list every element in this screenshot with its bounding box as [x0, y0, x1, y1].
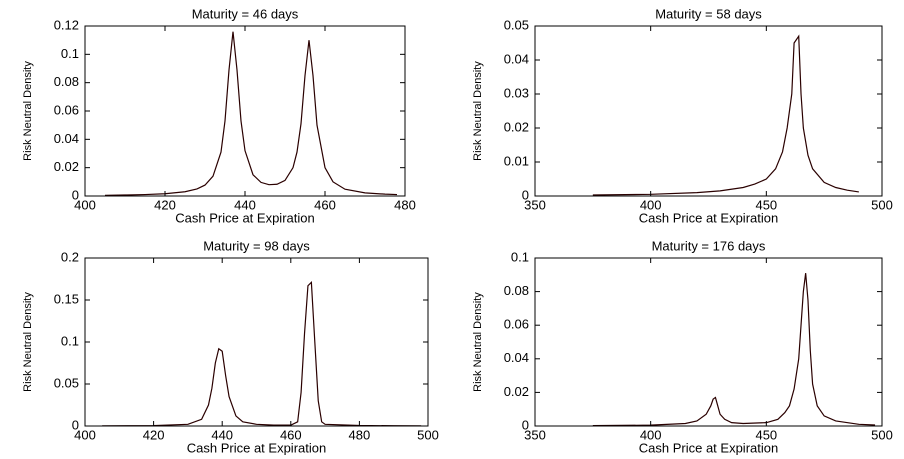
y-tick-label: 0.2: [61, 249, 79, 264]
y-tick-label: 0.12: [54, 17, 79, 32]
x-tick-label: 400: [74, 197, 96, 212]
axes-box: [534, 257, 883, 427]
x-tick-label: 500: [871, 427, 893, 442]
x-tick-label: 420: [154, 197, 176, 212]
y-tick-label: 0.1: [61, 333, 79, 348]
chart-title: Maturity = 46 days: [192, 6, 299, 21]
y-tick-label: 0: [72, 417, 79, 432]
y-tick-label: 0.06: [54, 102, 79, 117]
x-tick-label: 450: [755, 197, 777, 212]
y-axis-label: Risk Neutral Density: [22, 292, 34, 392]
x-tick-label: 420: [143, 427, 165, 442]
y-axis-label: Risk Neutral Density: [22, 61, 34, 161]
x-tick-label: 460: [314, 197, 336, 212]
x-tick-label: 460: [280, 427, 302, 442]
x-tick-label: 500: [871, 197, 893, 212]
x-tick-label: 350: [524, 197, 546, 212]
x-tick-label: 440: [234, 197, 256, 212]
y-tick-label: 0.02: [54, 159, 79, 174]
x-tick-label: 400: [640, 427, 662, 442]
y-tick-label: 0.05: [504, 17, 529, 32]
y-axis-label: Risk Neutral Density: [472, 292, 484, 392]
axes-box: [534, 25, 883, 197]
chart-title: Maturity = 176 days: [652, 238, 766, 253]
x-tick-label: 480: [394, 197, 416, 212]
y-tick-label: 0.03: [504, 85, 529, 100]
x-tick-label: 400: [74, 427, 96, 442]
y-tick-label: 0: [522, 187, 529, 202]
y-tick-label: 0.15: [54, 291, 79, 306]
y-tick-label: 0.08: [504, 283, 529, 298]
y-tick-label: 0: [522, 417, 529, 432]
x-axis-label: Cash Price at Expiration: [187, 440, 326, 455]
x-tick-label: 400: [640, 197, 662, 212]
density-line: [102, 281, 422, 427]
x-tick-label: 440: [211, 427, 233, 442]
y-tick-label: 0.1: [61, 46, 79, 61]
y-tick-label: 0.01: [504, 153, 529, 168]
y-tick-label: 0.08: [54, 74, 79, 89]
y-tick-label: 0: [72, 187, 79, 202]
y-tick-label: 0.04: [504, 350, 529, 365]
x-tick-label: 480: [349, 427, 371, 442]
x-tick-label: 450: [755, 427, 777, 442]
density-line: [592, 34, 859, 196]
density-line: [104, 31, 398, 196]
y-tick-label: 0.02: [504, 119, 529, 134]
chart-title: Maturity = 58 days: [655, 6, 762, 21]
y-tick-label: 0.06: [504, 317, 529, 332]
x-axis-label: Cash Price at Expiration: [639, 440, 778, 455]
y-tick-label: 0.05: [54, 375, 79, 390]
y-tick-label: 0.1: [511, 249, 529, 264]
y-tick-label: 0.04: [54, 131, 79, 146]
x-axis-label: Cash Price at Expiration: [639, 210, 778, 225]
x-axis-label: Cash Price at Expiration: [175, 210, 314, 225]
x-tick-label: 500: [417, 427, 439, 442]
axes-box: [84, 257, 429, 427]
axes-box: [84, 25, 406, 197]
y-tick-label: 0.04: [504, 51, 529, 66]
y-tick-label: 0.02: [504, 384, 529, 399]
chart-title: Maturity = 98 days: [203, 238, 310, 253]
x-tick-label: 350: [524, 427, 546, 442]
y-axis-label: Risk Neutral Density: [472, 61, 484, 161]
density-line: [592, 273, 876, 427]
